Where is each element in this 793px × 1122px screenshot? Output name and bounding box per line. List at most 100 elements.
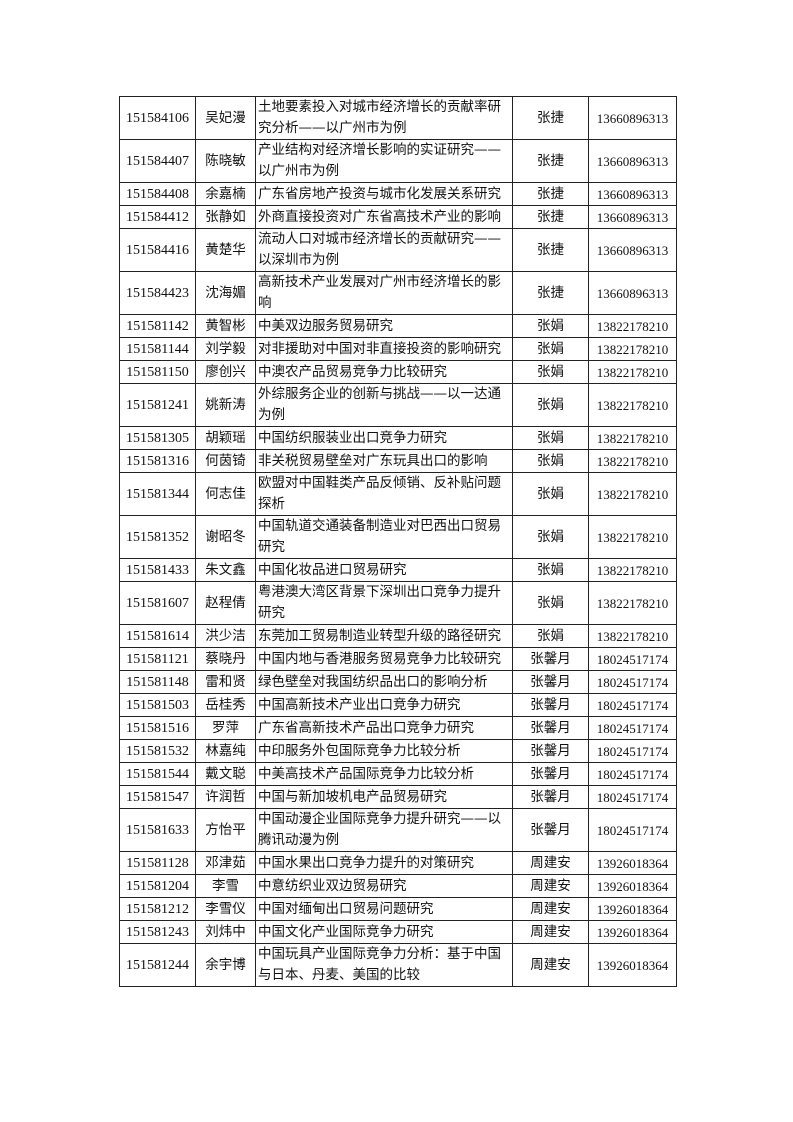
advisor-phone-cell: 18024517174 bbox=[588, 808, 677, 852]
advisor-phone-cell: 13822178210 bbox=[588, 337, 677, 361]
student-name-cell: 朱文鑫 bbox=[195, 558, 256, 582]
advisor-phone-cell: 13822178210 bbox=[588, 449, 677, 473]
student-id-cell: 151581503 bbox=[119, 693, 196, 717]
advisor-phone-cell: 13822178210 bbox=[588, 515, 677, 559]
table-row: 151584416 黄楚华 流动人口对城市经济增长的贡献研究——以深圳市为例 张捷 13… bbox=[119, 228, 677, 272]
thesis-title-cell: 中国文化产业国际竞争力研究 bbox=[255, 920, 513, 944]
table-row: 151581316 何茵锜 非关税贸易壁垒对广东玩具出口的影响 张娟 138221782… bbox=[119, 449, 677, 473]
advisor-phone-cell: 13926018364 bbox=[588, 874, 677, 898]
table-row: 151581142 黄智彬 中美双边服务贸易研究 张娟 13822178210 bbox=[119, 314, 677, 338]
student-name-cell: 李雪仪 bbox=[195, 897, 256, 921]
advisor-phone-cell: 13822178210 bbox=[588, 360, 677, 384]
student-id-cell: 151581607 bbox=[119, 581, 196, 625]
student-id-cell: 151581128 bbox=[119, 851, 196, 875]
advisor-phone-cell: 13660896313 bbox=[588, 182, 677, 206]
student-name-cell: 黄智彬 bbox=[195, 314, 256, 338]
student-id-cell: 151581532 bbox=[119, 739, 196, 763]
table-row: 151581532 林嘉纯 中印服务外包国际竞争力比较分析 张馨月 1802451717… bbox=[119, 739, 677, 763]
table-row: 151581148 雷和贤 绿色壁垒对我国纺织品出口的影响分析 张馨月 18024517… bbox=[119, 670, 677, 694]
table-row: 151581244 余宇博 中国玩具产业国际竞争力分析：基于中国与日本、丹麦、美国的… bbox=[119, 943, 677, 987]
student-name-cell: 邓津茹 bbox=[195, 851, 256, 875]
student-name-cell: 李雪 bbox=[195, 874, 256, 898]
student-name-cell: 方怡平 bbox=[195, 808, 256, 852]
advisor-name-cell: 张馨月 bbox=[512, 762, 589, 786]
thesis-title-cell: 中国轨道交通装备制造业对巴西出口贸易研究 bbox=[255, 515, 513, 559]
thesis-title-cell: 绿色壁垒对我国纺织品出口的影响分析 bbox=[255, 670, 513, 694]
advisor-name-cell: 周建安 bbox=[512, 851, 589, 875]
thesis-title-cell: 中美高技术产品国际竞争力比较分析 bbox=[255, 762, 513, 786]
student-name-cell: 林嘉纯 bbox=[195, 739, 256, 763]
advisor-phone-cell: 13660896313 bbox=[588, 205, 677, 229]
thesis-title-cell: 中国与新加坡机电产品贸易研究 bbox=[255, 785, 513, 809]
advisor-name-cell: 张捷 bbox=[512, 139, 589, 183]
table-row: 151581121 蔡晓丹 中国内地与香港服务贸易竞争力比较研究 张馨月 1802451… bbox=[119, 647, 677, 671]
advisor-name-cell: 张捷 bbox=[512, 96, 589, 140]
thesis-title-cell: 对非援助对中国对非直接投资的影响研究 bbox=[255, 337, 513, 361]
table-row: 151581503 岳桂秀 中国高新技术产业出口竞争力研究 张馨月 1802451717… bbox=[119, 693, 677, 717]
advisor-name-cell: 张馨月 bbox=[512, 647, 589, 671]
table-row: 151581305 胡颖瑶 中国纺织服装业出口竞争力研究 张娟 13822178210 bbox=[119, 426, 677, 450]
advisor-name-cell: 张娟 bbox=[512, 515, 589, 559]
student-name-cell: 雷和贤 bbox=[195, 670, 256, 694]
advisor-name-cell: 张娟 bbox=[512, 426, 589, 450]
thesis-title-cell: 东莞加工贸易制造业转型升级的路径研究 bbox=[255, 624, 513, 648]
advisor-name-cell: 张馨月 bbox=[512, 785, 589, 809]
thesis-title-cell: 欧盟对中国鞋类产品反倾销、反补贴问题探析 bbox=[255, 472, 513, 516]
advisor-phone-cell: 13660896313 bbox=[588, 96, 677, 140]
advisor-phone-cell: 18024517174 bbox=[588, 670, 677, 694]
thesis-title-cell: 广东省房地产投资与城市化发展关系研究 bbox=[255, 182, 513, 206]
advisor-name-cell: 周建安 bbox=[512, 874, 589, 898]
advisor-name-cell: 张娟 bbox=[512, 383, 589, 427]
student-id-cell: 151581148 bbox=[119, 670, 196, 694]
table-row: 151581607 赵程倩 粤港澳大湾区背景下深圳出口竞争力提升研究 张娟 138221… bbox=[119, 581, 677, 625]
student-id-cell: 151581142 bbox=[119, 314, 196, 338]
advisor-phone-cell: 13660896313 bbox=[588, 228, 677, 272]
student-id-cell: 151581144 bbox=[119, 337, 196, 361]
advisor-name-cell: 张捷 bbox=[512, 271, 589, 315]
table-row: 151581212 李雪仪 中国对缅甸出口贸易问题研究 周建安 13926018364 bbox=[119, 897, 677, 921]
advisor-name-cell: 张捷 bbox=[512, 228, 589, 272]
table-row: 151581204 李雪 中意纺织业双边贸易研究 周建安 13926018364 bbox=[119, 874, 677, 898]
advisor-name-cell: 张馨月 bbox=[512, 670, 589, 694]
thesis-title-cell: 非关税贸易壁垒对广东玩具出口的影响 bbox=[255, 449, 513, 473]
advisor-phone-cell: 18024517174 bbox=[588, 693, 677, 717]
student-id-cell: 151581516 bbox=[119, 716, 196, 740]
advisor-phone-cell: 13822178210 bbox=[588, 558, 677, 582]
student-id-cell: 151581244 bbox=[119, 943, 196, 987]
advisor-phone-cell: 18024517174 bbox=[588, 647, 677, 671]
student-name-cell: 吴妃漫 bbox=[195, 96, 256, 140]
student-id-cell: 151581614 bbox=[119, 624, 196, 648]
advisor-phone-cell: 13926018364 bbox=[588, 851, 677, 875]
advisor-name-cell: 周建安 bbox=[512, 920, 589, 944]
thesis-title-cell: 中澳农产品贸易竞争力比较研究 bbox=[255, 360, 513, 384]
thesis-title-cell: 流动人口对城市经济增长的贡献研究——以深圳市为例 bbox=[255, 228, 513, 272]
student-name-cell: 赵程倩 bbox=[195, 581, 256, 625]
advisor-name-cell: 张馨月 bbox=[512, 808, 589, 852]
thesis-title-cell: 广东省高新技术产品出口竞争力研究 bbox=[255, 716, 513, 740]
advisor-phone-cell: 18024517174 bbox=[588, 762, 677, 786]
advisor-name-cell: 张捷 bbox=[512, 182, 589, 206]
student-id-cell: 151581241 bbox=[119, 383, 196, 427]
student-name-cell: 蔡晓丹 bbox=[195, 647, 256, 671]
advisor-name-cell: 张娟 bbox=[512, 337, 589, 361]
advisor-phone-cell: 18024517174 bbox=[588, 716, 677, 740]
student-id-cell: 151584407 bbox=[119, 139, 196, 183]
advisor-phone-cell: 13660896313 bbox=[588, 139, 677, 183]
thesis-title-cell: 中国对缅甸出口贸易问题研究 bbox=[255, 897, 513, 921]
table-row: 151581352 谢昭冬 中国轨道交通装备制造业对巴西出口贸易研究 张娟 138221… bbox=[119, 515, 677, 559]
advisor-phone-cell: 13822178210 bbox=[588, 624, 677, 648]
advisor-phone-cell: 13822178210 bbox=[588, 383, 677, 427]
thesis-title-cell: 高新技术产业发展对广州市经济增长的影响 bbox=[255, 271, 513, 315]
table-row: 151581516 罗萍 广东省高新技术产品出口竞争力研究 张馨月 1802451717… bbox=[119, 716, 677, 740]
table-row: 151581433 朱文鑫 中国化妆品进口贸易研究 张娟 13822178210 bbox=[119, 558, 677, 582]
student-name-cell: 谢昭冬 bbox=[195, 515, 256, 559]
table-row: 151581633 方怡平 中国动漫企业国际竞争力提升研究——以腾讯动漫为例 张馨月 1… bbox=[119, 808, 677, 852]
student-name-cell: 姚新涛 bbox=[195, 383, 256, 427]
advisor-phone-cell: 18024517174 bbox=[588, 785, 677, 809]
student-id-cell: 151584412 bbox=[119, 205, 196, 229]
table-row: 151584423 沈海媚 高新技术产业发展对广州市经济增长的影响 张捷 1366089… bbox=[119, 271, 677, 315]
advisor-phone-cell: 13822178210 bbox=[588, 426, 677, 450]
thesis-assignment-table: 151584106 吴妃漫 土地要素投入对城市经济增长的贡献率研究分析——以广州市为… bbox=[119, 96, 677, 987]
thesis-title-cell: 中意纺织业双边贸易研究 bbox=[255, 874, 513, 898]
student-name-cell: 沈海媚 bbox=[195, 271, 256, 315]
